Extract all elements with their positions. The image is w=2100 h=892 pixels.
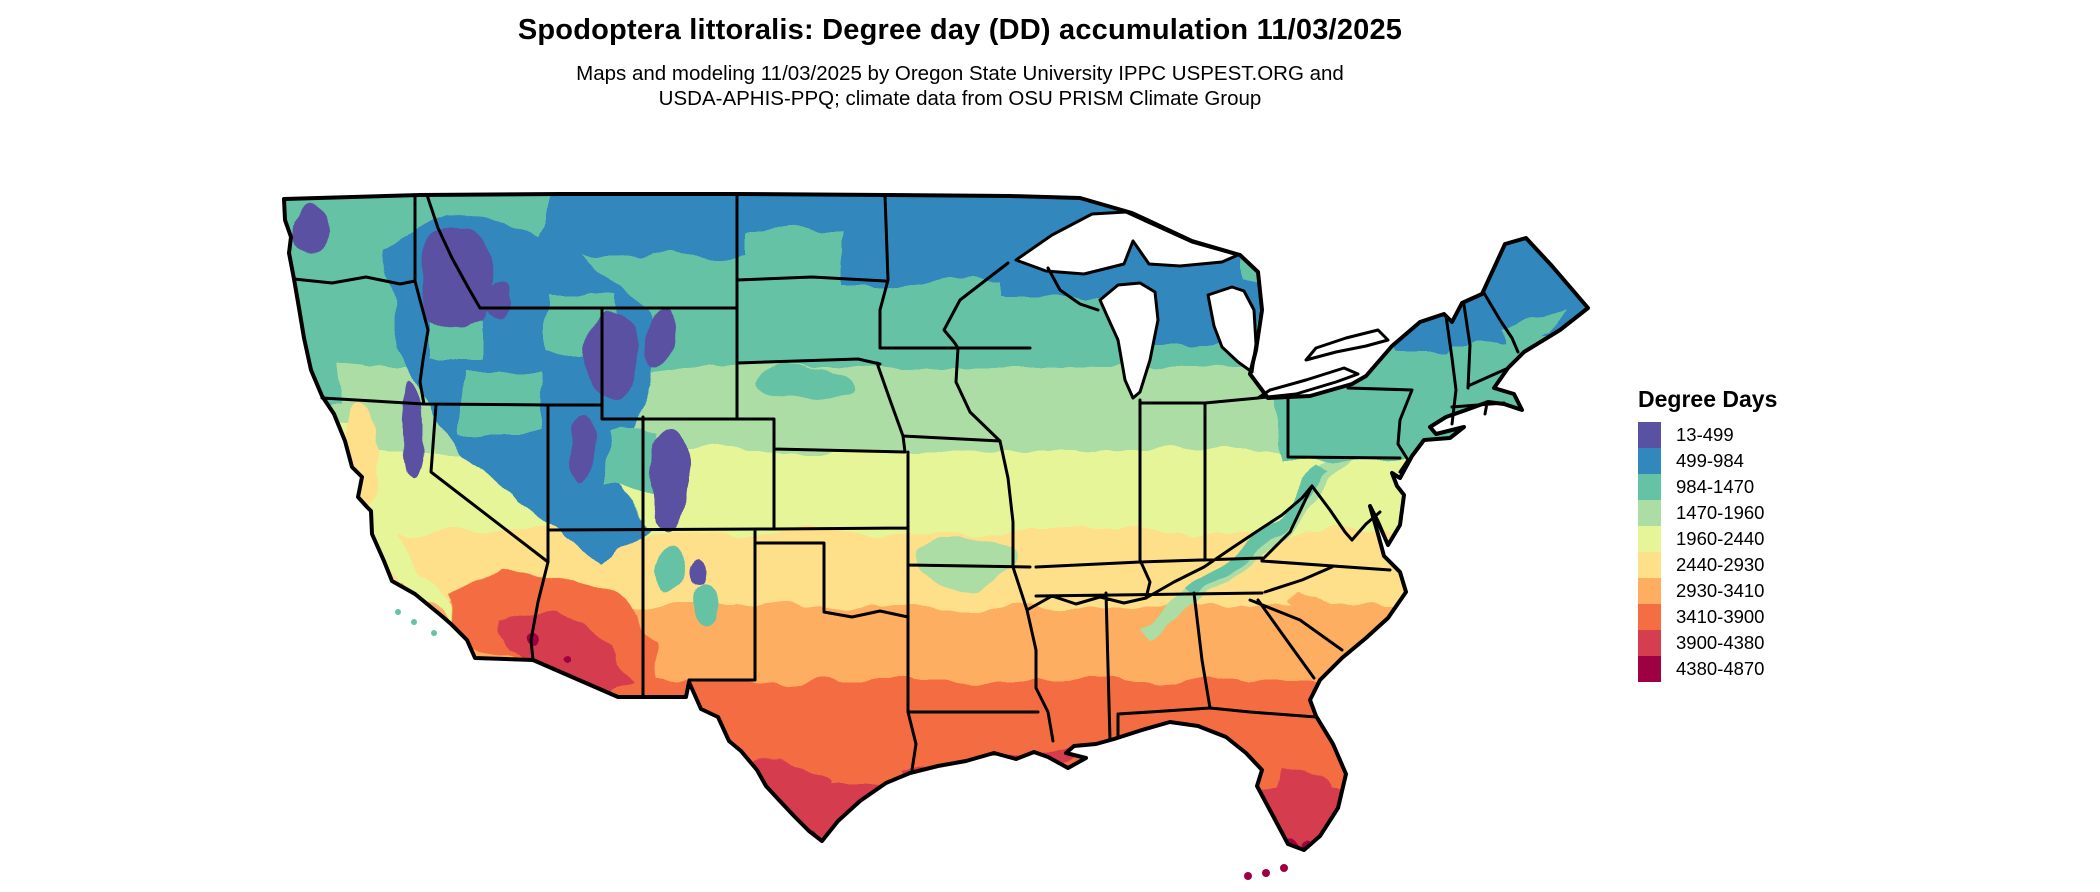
lake-erie [1256,366,1360,400]
legend-label: 1470-1960 [1676,502,1765,523]
legend-label: 2440-2930 [1676,554,1765,575]
legend-item: 2930-3410 [1638,578,1777,604]
legend-label: 1960-2440 [1676,528,1765,549]
legend-title: Degree Days [1638,386,1778,412]
lake-superior [1014,210,1240,276]
legend-item: 4380-4870 [1638,656,1777,682]
legend-swatch [1638,526,1661,552]
legend-swatch [1638,578,1661,604]
legend-label: 3900-4380 [1676,632,1765,653]
page-subtitle: Maps and modeling 11/03/2025 by Oregon S… [60,61,1860,111]
legend-item: 984-1470 [1638,474,1777,500]
legend-swatch [1638,448,1661,474]
legend-item: 3900-4380 [1638,630,1777,656]
legend-item: 1470-1960 [1638,500,1777,526]
legend-swatch [1638,630,1661,656]
legend-label: 984-1470 [1676,476,1755,497]
legend-label: 4380-4870 [1676,658,1765,679]
lake-ontario [1304,328,1390,362]
legend-item: 2440-2930 [1638,552,1777,578]
legend-item: 499-984 [1638,448,1777,474]
legend-swatch [1638,552,1661,578]
great-lakes [1014,210,1390,400]
subtitle-line-2: USDA-APHIS-PPQ; climate data from OSU PR… [658,87,1262,110]
channel-islands [395,609,437,636]
state-borders [292,192,1520,772]
legend-item: 13-499 [1638,422,1777,448]
chart-header: Spodoptera littoralis: Degree day (DD) a… [60,14,1860,111]
legend-item: 1960-2440 [1638,526,1777,552]
legend-swatch [1638,422,1661,448]
florida-keys [1244,864,1288,880]
legend-swatch [1638,500,1661,526]
legend-swatch [1638,474,1661,500]
legend-swatch [1638,604,1661,630]
page-title: Spodoptera littoralis: Degree day (DD) a… [517,14,1403,46]
subtitle-line-1: Maps and modeling 11/03/2025 by Oregon S… [576,62,1344,85]
legend-label: 13-499 [1676,424,1734,445]
legend-label: 3410-3900 [1676,606,1765,627]
legend-swatch [1638,656,1661,682]
legend-label: 2930-3410 [1676,580,1765,601]
legend-rows: 13-499 499-984 984-1470 1470-1960 1960-2440 2… [1638,422,1777,682]
legend-item: 3410-3900 [1638,604,1777,630]
lake-michigan [1098,281,1160,400]
us-outline [282,192,1590,852]
lake-huron [1206,285,1258,374]
legend-label: 499-984 [1676,450,1744,471]
map-legend: Degree Days 13-499 499-984 984-1470 1470-19… [1638,386,1777,682]
